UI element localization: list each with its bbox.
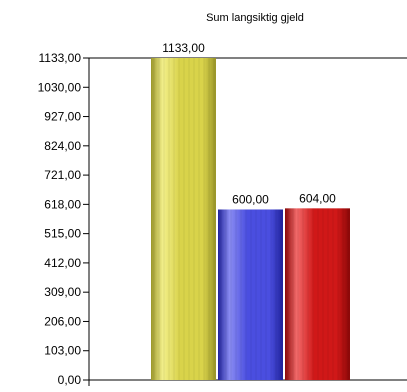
y-tick-label: 206,00 xyxy=(44,314,81,328)
y-tick-label: 412,00 xyxy=(44,256,81,270)
y-tick-label: 824,00 xyxy=(44,139,81,153)
y-tick-label: 515,00 xyxy=(44,227,81,241)
data-label-2: 600,00 xyxy=(232,192,269,206)
data-label-1: 1133,00 xyxy=(162,41,205,55)
y-tick-label: 103,00 xyxy=(44,344,81,358)
y-tick-label: 309,00 xyxy=(44,285,81,299)
bar-2 xyxy=(218,209,283,380)
y-tick-label: 721,00 xyxy=(44,168,81,182)
y-tick-label: 1030,00 xyxy=(38,80,82,94)
bars xyxy=(151,58,350,380)
y-tick-label: 0,00 xyxy=(58,373,82,387)
data-labels: 1133,00 600,00 604,00 xyxy=(162,41,336,206)
y-tick-label: 618,00 xyxy=(44,197,81,211)
y-tick-label: 1133,00 xyxy=(39,51,82,65)
bar-1 xyxy=(151,58,216,380)
bar-3 xyxy=(285,208,350,380)
y-axis: 0,00 103,00 206,00 309,00 412,00 515,00 618,00… xyxy=(38,51,407,387)
data-label-3: 604,00 xyxy=(299,191,336,205)
y-tick-label: 927,00 xyxy=(44,110,81,124)
chart-title: Sum langsiktig gjeld xyxy=(206,12,304,24)
